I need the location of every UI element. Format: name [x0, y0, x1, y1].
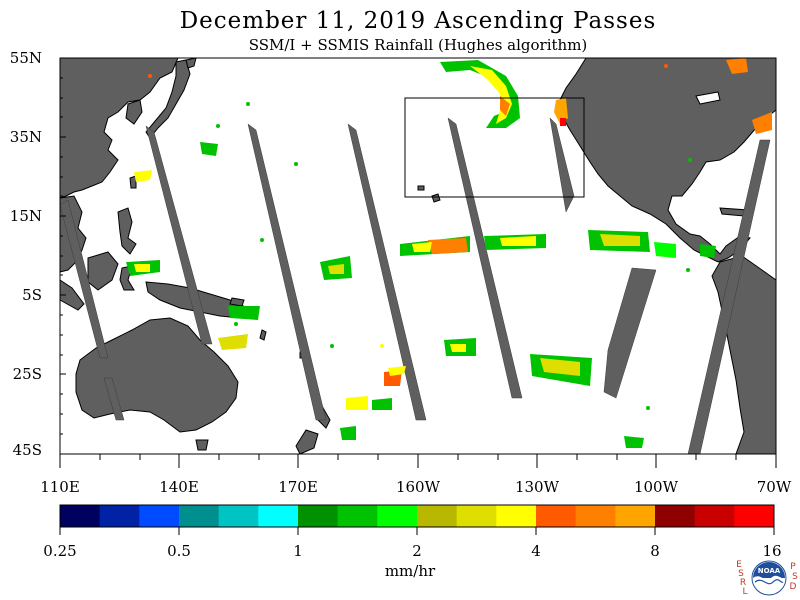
swath-gap-1	[59, 199, 109, 359]
rain-coral-sea	[218, 334, 248, 350]
great-lakes	[695, 91, 721, 105]
swath-gap-3	[247, 123, 327, 421]
vanuatu-islands	[259, 329, 267, 341]
colorbar-units: mm/hr	[384, 562, 436, 580]
rain-chile	[624, 436, 644, 448]
rain-speckle	[148, 74, 152, 78]
rain-north-pacific-arc-hot	[500, 96, 510, 116]
rain-speckle	[688, 158, 692, 162]
logo-center-text: NOAA	[758, 567, 781, 575]
logo-letter-l: L	[742, 587, 748, 597]
rain-south-pacific-5	[372, 398, 392, 410]
lat-label-35n: 35N	[9, 128, 42, 146]
lat-label-5s: 5S	[22, 286, 42, 304]
small-islands	[229, 91, 749, 359]
swath-gap-5	[447, 117, 523, 399]
lon-label-110e: 110E	[40, 478, 80, 496]
colorbar-label-8: 8	[650, 542, 660, 560]
rain-itcz-1-yel	[412, 242, 432, 252]
tasmania-landmass	[195, 439, 209, 451]
lat-label-25s: 25S	[12, 365, 42, 383]
noaa-emblem-icon: NOAA	[751, 560, 787, 596]
rain-speckle	[664, 64, 668, 68]
rain-japan-east	[200, 142, 218, 156]
swath-gap-7	[603, 267, 657, 399]
swath-gap-6	[549, 117, 575, 213]
colorbar-label-1: 1	[293, 542, 303, 560]
lon-label-70w: 70W	[756, 478, 792, 496]
colorbar-label-0-25: 0.25	[43, 542, 77, 560]
rain-speckle	[246, 102, 250, 106]
lon-label-170e: 170E	[278, 478, 318, 496]
rainfall-patches	[126, 58, 772, 448]
rain-south-pacific-3-yel	[540, 358, 580, 376]
lon-label-160w: 160W	[395, 478, 441, 496]
colorbar-label-2: 2	[412, 542, 422, 560]
lon-label-140e: 140E	[159, 478, 199, 496]
swath-gap-1b	[103, 377, 125, 421]
lon-label-130w: 130W	[514, 478, 560, 496]
logo-letter-r: R	[739, 578, 747, 588]
rain-itcz-5	[700, 244, 716, 258]
lat-label-55n: 55N	[9, 49, 42, 67]
rain-speckle	[646, 406, 650, 410]
rain-speckles	[148, 64, 692, 410]
taiwan-landmass	[129, 175, 137, 189]
rain-speckle	[216, 124, 220, 128]
rain-south-pacific-1-yel	[388, 366, 406, 376]
logo-letter-e: E	[736, 560, 742, 570]
logo-letter-s2: S	[792, 572, 798, 582]
rain-speckle	[380, 344, 384, 348]
region-box	[404, 97, 585, 198]
rain-melanesia	[228, 306, 260, 320]
rain-california-red	[560, 118, 566, 126]
rain-speckle	[234, 322, 238, 326]
rain-south-pacific-4	[346, 396, 368, 410]
rain-west-pacific-2-yel	[328, 264, 344, 274]
rain-speckle	[686, 268, 690, 272]
lat-label-15n: 15N	[9, 207, 42, 225]
rain-west-pacific-1-yel	[134, 264, 150, 272]
rain-itcz-3-yel	[600, 234, 640, 246]
colorbar-label-4: 4	[531, 542, 541, 560]
map-subtitle: SSM/I + SSMIS Rainfall (Hughes algorithm…	[248, 36, 588, 54]
logo-letter-p: P	[790, 562, 796, 572]
lon-label-100w: 100W	[633, 478, 679, 496]
kuril-landmass	[185, 57, 197, 69]
philippines-landmass	[117, 207, 137, 255]
rain-nz-north	[340, 426, 356, 440]
rain-itcz-4	[654, 242, 676, 258]
noaa-esrl-psd-logo: E S R L NOAA P S D	[735, 558, 799, 598]
swath-gap-4	[347, 123, 427, 421]
rain-speckle	[260, 238, 264, 242]
rain-aleutian	[726, 58, 748, 74]
hawaii-islands	[417, 185, 441, 203]
rain-south-america-coast	[752, 112, 772, 134]
swath-gap-2	[145, 125, 213, 345]
lat-ticks	[60, 57, 66, 435]
swath-gaps	[59, 117, 771, 455]
rain-speckle	[294, 162, 298, 166]
logo-letter-s: S	[738, 569, 744, 579]
logo-letter-d: D	[789, 582, 797, 592]
rain-taiwan	[134, 170, 152, 182]
asia-landmass	[59, 57, 179, 199]
colorbar-label-16: 16	[762, 542, 782, 560]
rain-south-pacific-2-yel	[450, 344, 466, 352]
rain-california	[554, 98, 568, 124]
rain-itcz-1-hot	[428, 238, 468, 254]
map-title: December 11, 2019 Ascending Passes	[179, 8, 657, 34]
solomon-islands	[229, 297, 245, 307]
colorbar-label-0-5: 0.5	[167, 542, 191, 560]
rain-itcz-2-yel	[500, 236, 536, 246]
korea-landmass	[125, 99, 143, 125]
rain-speckle	[330, 344, 334, 348]
lat-label-45s: 45S	[12, 441, 42, 459]
rain-north-pacific-arc	[440, 60, 520, 128]
lon-ticks	[59, 454, 777, 468]
